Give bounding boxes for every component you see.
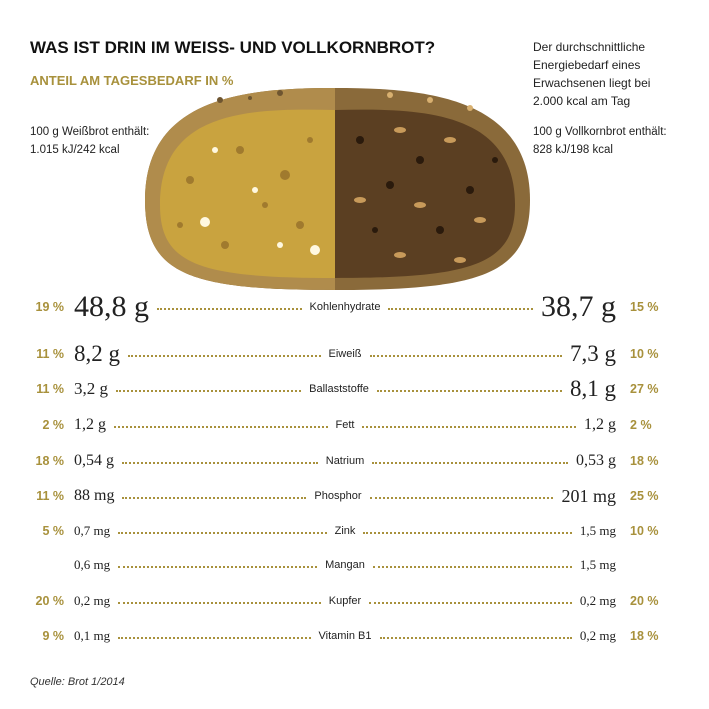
white-percent: 9 % xyxy=(42,629,64,643)
white-percent: 2 % xyxy=(42,418,64,432)
white-percent: 18 % xyxy=(35,454,65,468)
nutrient-name: Phosphor xyxy=(314,490,362,502)
nutrient-row: 9 % 0,1 mg Vitamin B1 0,2 mg 18 % xyxy=(22,621,672,651)
whole-percent: 20 % xyxy=(630,594,659,608)
nutrient-row: 11 % 3,2 g Ballaststoffe 8,1 g 27 % xyxy=(22,374,672,404)
nutrient-name: Kupfer xyxy=(328,595,362,607)
nutrient-row: 19 % 48,8 g Kohlenhydrate 38,7 g 15 % xyxy=(22,290,672,323)
nutrient-name: Zink xyxy=(334,525,356,537)
note-line: Der durchschnittliche xyxy=(533,40,646,54)
nutrient-row: 0,6 mg Mangan 1,5 mg xyxy=(22,550,672,580)
white-value: 0,1 mg xyxy=(74,628,111,643)
nutrient-name: Ballaststoffe xyxy=(309,383,369,395)
nutrient-name: Fett xyxy=(335,419,355,431)
note-line: Erwachsenen liegt bei xyxy=(533,76,651,90)
source: Quelle: Brot 1/2014 xyxy=(30,676,125,688)
nutrient-name: Vitamin B1 xyxy=(318,630,372,642)
subtitle: ANTEIL AM TAGESBEDARF IN % xyxy=(30,73,234,88)
dotted-leader xyxy=(118,566,318,568)
whole-crumb xyxy=(335,109,515,278)
white-percent: 11 % xyxy=(36,382,64,396)
dotted-leader xyxy=(369,602,572,604)
whole-percent: 10 % xyxy=(630,524,659,538)
whole-percent: 15 % xyxy=(630,300,659,314)
whole-bread-info: 100 g Vollkornbrot enthält: 828 kJ/198 k… xyxy=(533,123,667,159)
white-crumb xyxy=(160,109,335,278)
nutrient-name: Mangan xyxy=(325,559,365,571)
bread-illustration xyxy=(145,88,530,290)
dotted-leader xyxy=(157,308,302,310)
white-percent: 5 % xyxy=(42,524,64,538)
white-percent: 11 % xyxy=(36,489,64,503)
white-value: 88 mg xyxy=(74,487,115,504)
whole-value: 38,7 g xyxy=(541,290,617,323)
dotted-leader xyxy=(388,308,534,310)
whole-value: 8,1 g xyxy=(570,376,617,401)
dotted-leader xyxy=(372,566,572,568)
white-value: 3,2 g xyxy=(74,379,108,398)
note-line: 2.000 kcal am Tag xyxy=(533,94,631,108)
dotted-leader xyxy=(118,637,311,639)
whole-percent: 18 % xyxy=(630,454,659,468)
whole-value: 0,2 mg xyxy=(579,593,617,608)
white-value: 1,2 g xyxy=(74,416,106,433)
dotted-leader xyxy=(128,355,321,357)
dotted-leader xyxy=(114,426,328,428)
nutrient-row: 11 % 88 mg Phosphor 201 mg 25 % xyxy=(22,481,672,511)
info-line: 100 g Weißbrot enthält: xyxy=(30,126,150,138)
dotted-leader xyxy=(118,532,327,534)
whole-value: 0,53 g xyxy=(576,452,617,469)
dotted-leader xyxy=(376,390,563,392)
whole-percent: 25 % xyxy=(630,489,659,503)
white-value: 0,54 g xyxy=(74,452,114,469)
whole-value: 0,2 mg xyxy=(579,628,616,643)
nutrient-row: 5 % 0,7 mg Zink 1,5 mg 10 % xyxy=(22,516,672,546)
white-value: 8,2 g xyxy=(74,341,120,366)
dotted-leader xyxy=(363,532,572,534)
nutrient-name: Natrium xyxy=(325,455,365,467)
dotted-leader xyxy=(122,497,307,499)
white-bread-info: 100 g Weißbrot enthält: 1.015 kJ/242 kca… xyxy=(30,123,149,159)
dotted-leader xyxy=(372,462,569,464)
white-percent: 20 % xyxy=(35,594,65,608)
dotted-leader xyxy=(116,390,302,392)
nutrient-name: Kohlenhydrate xyxy=(309,301,381,313)
whole-value: 1,2 g xyxy=(584,416,617,433)
dotted-leader xyxy=(369,497,554,499)
white-percent: 19 % xyxy=(35,300,65,314)
white-percent: 11 % xyxy=(36,347,64,361)
white-value: 48,8 g xyxy=(74,290,149,323)
whole-percent: 18 % xyxy=(630,629,659,643)
whole-percent: 10 % xyxy=(630,347,659,361)
dotted-leader xyxy=(362,426,577,428)
nutrient-name: Eiweiß xyxy=(328,348,362,360)
nutrient-row: 20 % 0,2 mg Kupfer 0,2 mg 20 % xyxy=(22,586,672,616)
energy-note: Der durchschnittliche Energiebedarf eine… xyxy=(533,38,650,110)
white-value: 0,7 mg xyxy=(74,523,111,538)
white-value: 0,2 mg xyxy=(74,593,111,608)
note-line: Energiebedarf eines xyxy=(533,58,641,72)
info-line: 100 g Vollkornbrot enthält: xyxy=(533,126,667,138)
whole-value: 1,5 mg xyxy=(579,523,616,538)
whole-value: 7,3 g xyxy=(570,341,617,366)
info-line: 828 kJ/198 kcal xyxy=(533,144,613,156)
dotted-leader xyxy=(369,355,563,357)
whole-percent: 27 % xyxy=(630,382,659,396)
info-line: 1.015 kJ/242 kcal xyxy=(30,144,120,156)
white-value: 0,6 mg xyxy=(74,557,111,572)
nutrient-row: 18 % 0,54 g Natrium 0,53 g 18 % xyxy=(22,446,672,476)
dotted-leader xyxy=(118,602,321,604)
dotted-leader xyxy=(379,637,572,639)
title: WAS IST DRIN IM WEISS- UND VOLLKORNBROT? xyxy=(30,38,436,57)
dotted-leader xyxy=(122,462,318,464)
whole-percent: 2 % xyxy=(630,418,652,432)
whole-value: 1,5 mg xyxy=(579,557,617,572)
whole-value: 201 mg xyxy=(561,485,616,506)
nutrient-row: 11 % 8,2 g Eiweiß 7,3 g 10 % xyxy=(22,339,672,369)
nutrient-row: 2 % 1,2 g Fett 1,2 g 2 % xyxy=(22,410,672,440)
